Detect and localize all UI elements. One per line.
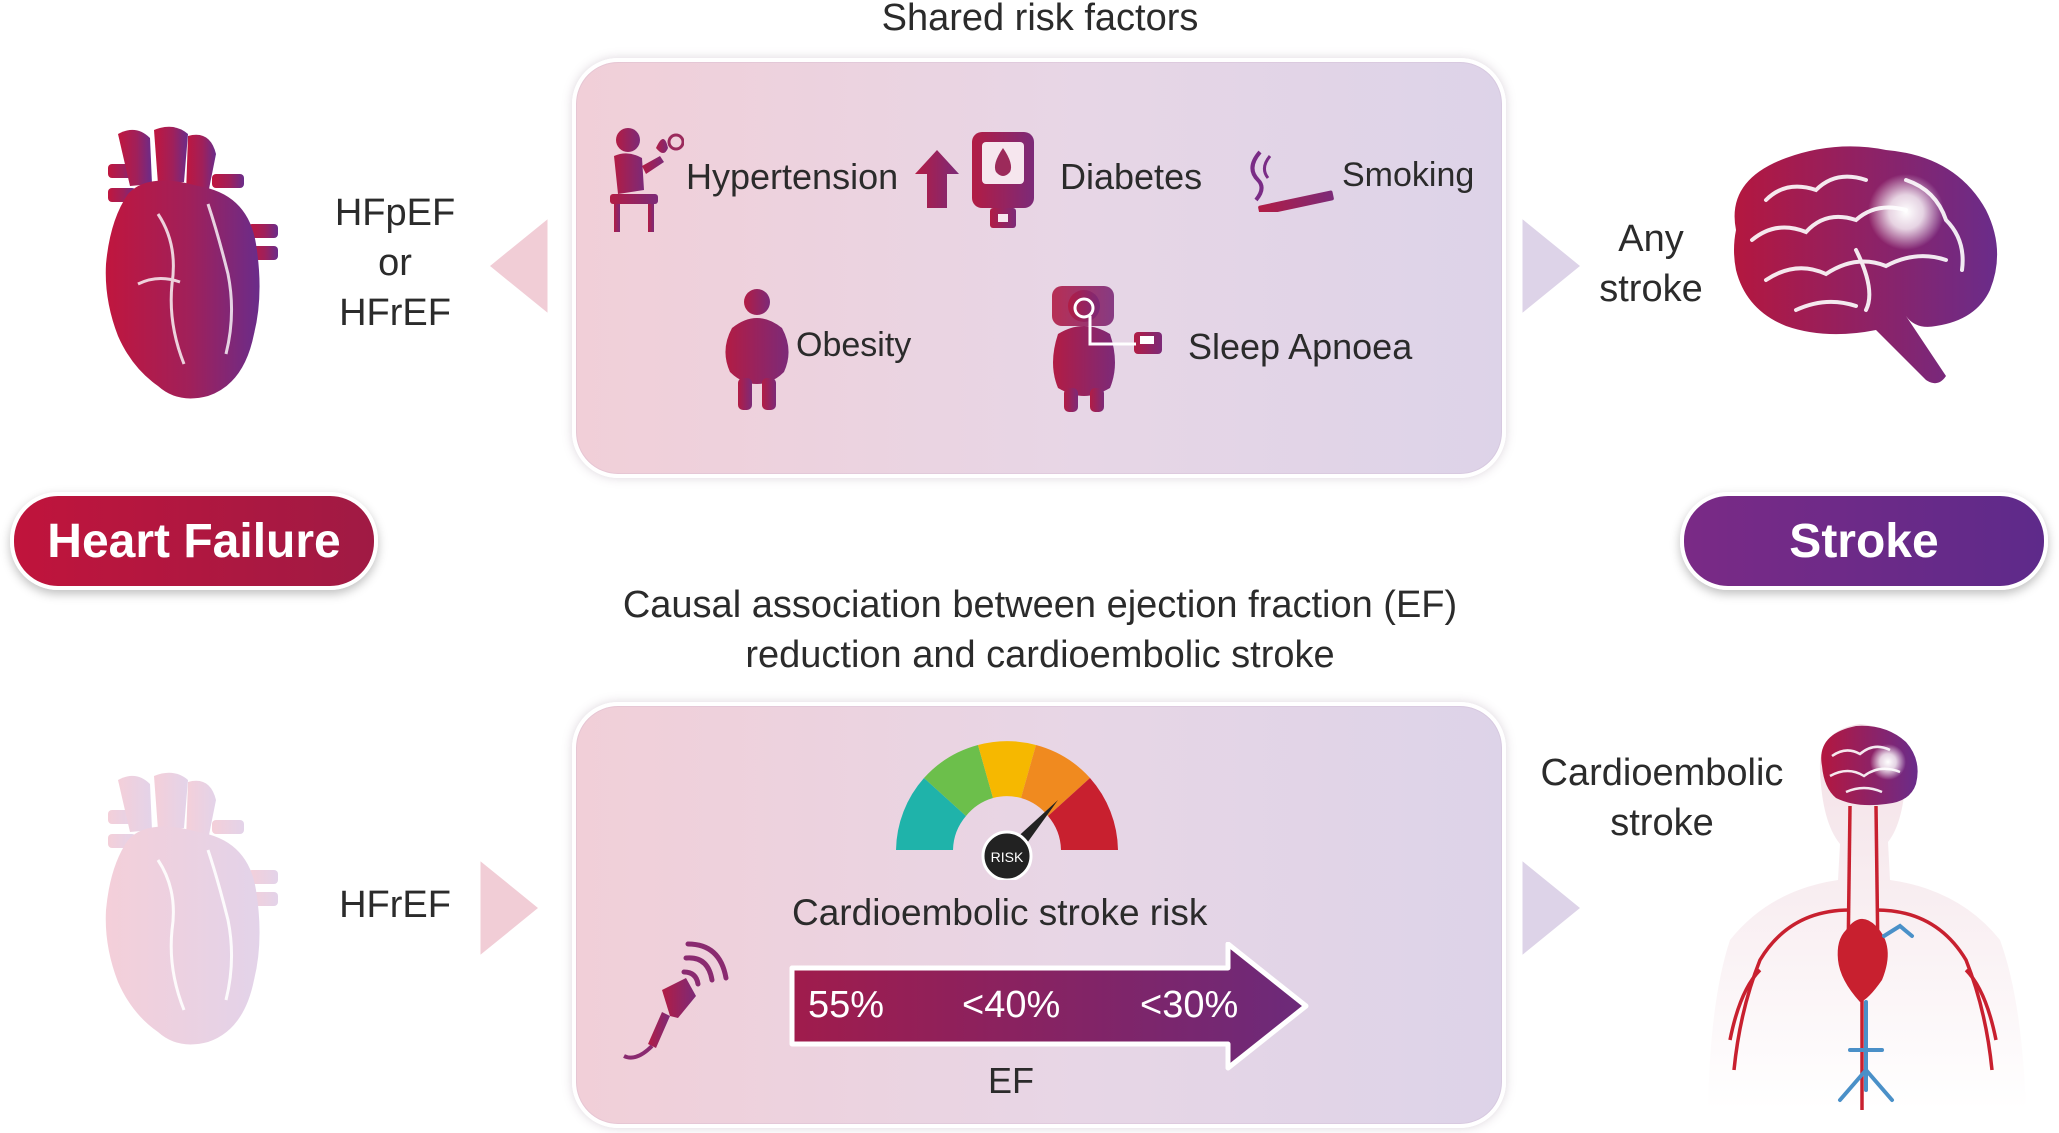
ef-arrow [788,941,1312,1072]
causal-association-heading: Causal association between ejection frac… [520,580,1560,680]
any-stroke-label: Any stroke [1586,214,1716,314]
causal-heading-line1: Causal association between ejection frac… [622,584,1458,626]
gauge-risk-text: RISK [991,849,1024,865]
cigarette-icon [1244,146,1334,217]
stroke-pill: Stroke [1680,492,2048,590]
hypertension-label: Hypertension [686,156,899,197]
human-circulation-icon [1700,710,2030,1110]
ultrasound-probe-icon [616,938,740,1069]
risk-gauge-icon: RISK [890,740,1124,882]
hfref-label: HFrEF [339,292,451,334]
stroke-word-bottom-label: stroke [1610,802,1714,844]
heart-failure-pill: Heart Failure [10,492,378,590]
heart-icon [88,124,288,404]
sleep-apnoea-label: Sleep Apnoea [1188,326,1413,367]
cardioembolic-stroke-label: Cardioembolic stroke [1532,748,1792,848]
ef-value-55: 55% [808,984,885,1026]
arrow-left-top-icon [478,210,558,322]
hfpef-label: HFpEF [334,192,456,234]
hf-type-label: HFpEF or HFrEF [330,188,460,338]
shared-risk-factors-heading: Shared risk factors [881,0,1199,39]
hfref-bottom-label: HFrEF [339,884,451,926]
any-label: Any [1618,218,1684,260]
cardioembolic-word-label: Cardioembolic [1540,752,1784,794]
stroke-word-label: stroke [1599,268,1703,310]
glucometer-icon [970,130,1036,235]
obesity-label: Obesity [796,326,912,364]
brain-icon [1706,140,2006,390]
arrow-right-top-icon [1512,210,1592,322]
increase-arrow-icon [915,150,959,213]
shared-risk-factors-box [572,58,1506,478]
ef-value-40: <40% [962,984,1061,1026]
sleep-apnoea-icon [1050,284,1164,419]
obesity-icon [722,288,792,415]
arrow-right-bottom-right-icon [1512,852,1592,964]
cardioembolic-risk-title: Cardioembolic stroke risk [792,892,1208,933]
arrow-right-bottom-left-icon [470,852,550,964]
ef-axis-label: EF [988,1060,1035,1101]
ef-value-30: <30% [1140,984,1239,1026]
or-label: or [378,242,412,284]
smoking-label: Smoking [1342,156,1475,194]
diabetes-label: Diabetes [1060,156,1203,197]
causal-heading-line2: reduction and cardioembolic stroke [745,634,1335,676]
causal-association-box [572,702,1506,1128]
hypertension-icon [604,126,685,234]
pale-heart-icon [88,770,288,1050]
